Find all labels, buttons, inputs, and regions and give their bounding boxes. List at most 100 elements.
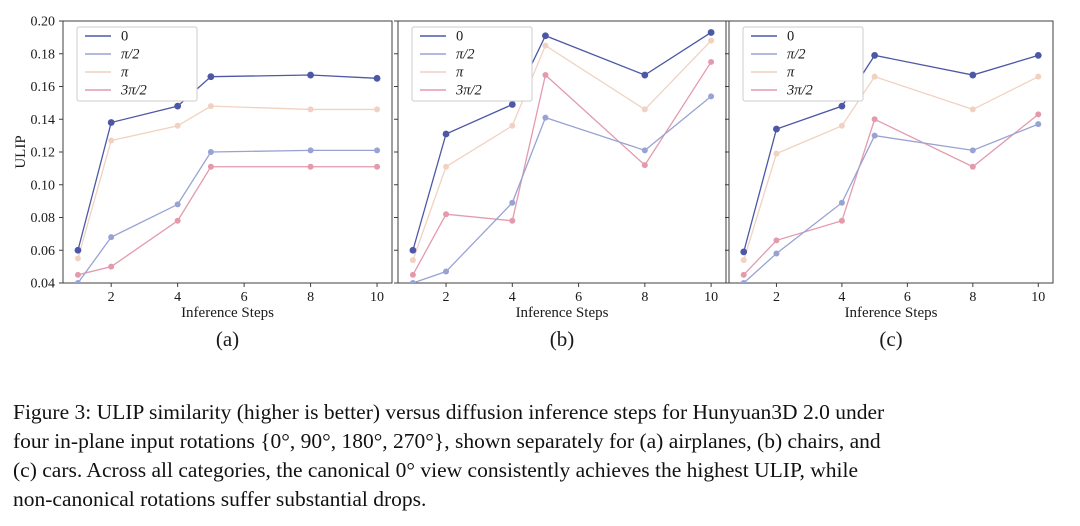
x-tick-label: 2 xyxy=(108,290,115,305)
x-tick-label: 10 xyxy=(1031,290,1045,305)
data-point-marker xyxy=(174,102,182,110)
x-axis-label: Inference Steps xyxy=(181,305,274,321)
data-point-marker xyxy=(443,211,450,218)
data-point-marker xyxy=(838,122,845,129)
panel-label: (b) xyxy=(550,327,575,351)
x-tick-label: 2 xyxy=(773,290,780,305)
data-point-marker xyxy=(542,42,549,49)
series-line-π xyxy=(77,105,378,259)
data-point-marker xyxy=(307,163,314,170)
legend-box xyxy=(76,26,198,102)
data-point-marker xyxy=(307,147,314,154)
data-point-marker xyxy=(174,122,181,129)
data-point-marker xyxy=(74,280,81,283)
y-tick-label: 0.12 xyxy=(31,146,56,161)
data-point-marker xyxy=(773,125,780,133)
y-tick-label: 0.14 xyxy=(31,113,56,128)
x-tick-label: 2 xyxy=(443,290,450,305)
legend-label: π/2 xyxy=(456,47,475,63)
data-point-marker xyxy=(207,73,215,81)
data-point-marker xyxy=(641,147,648,154)
data-point-marker xyxy=(773,237,780,244)
data-point-marker xyxy=(740,280,747,283)
data-point-marker xyxy=(442,130,450,138)
x-axis-label: Inference Steps xyxy=(516,305,609,321)
data-point-marker xyxy=(374,163,381,170)
legend-label: 3π/2 xyxy=(455,83,482,99)
data-point-marker xyxy=(207,103,214,110)
data-point-marker xyxy=(207,149,214,155)
legend-label: π/2 xyxy=(787,47,806,63)
y-tick-label: 0.10 xyxy=(31,178,56,193)
data-point-marker xyxy=(542,32,549,40)
data-point-marker xyxy=(969,147,976,154)
data-point-marker xyxy=(1035,111,1042,118)
data-point-marker xyxy=(108,263,115,270)
series-line-π/2 xyxy=(77,149,378,283)
data-point-marker xyxy=(871,116,878,123)
data-point-marker xyxy=(641,106,648,113)
x-tick-label: 6 xyxy=(904,290,911,305)
panel-label: (c) xyxy=(879,327,902,351)
x-tick-label: 8 xyxy=(641,290,648,305)
data-point-marker xyxy=(174,201,181,208)
legend-label: π xyxy=(787,65,795,81)
x-tick-label: 10 xyxy=(704,290,718,305)
data-point-marker xyxy=(108,234,115,241)
chart-panel-cars: 2 4 6 8 10 Inference Steps (c) 0 π/2 π 3π/2 xyxy=(725,20,1054,351)
y-tick-label: 0.06 xyxy=(31,244,56,259)
data-point-marker xyxy=(74,246,82,254)
data-point-marker xyxy=(740,271,747,278)
data-point-marker xyxy=(1035,73,1042,80)
series-line-π/2 xyxy=(412,95,712,283)
data-point-marker xyxy=(708,58,715,65)
data-point-marker xyxy=(443,163,450,170)
y-tick-label: 0.04 xyxy=(31,277,56,292)
data-point-marker xyxy=(838,102,846,110)
data-point-marker xyxy=(374,106,381,113)
data-point-marker xyxy=(1035,121,1042,128)
y-tick-label: 0.16 xyxy=(31,80,56,95)
legend-label: π xyxy=(456,65,464,81)
data-point-marker xyxy=(871,51,879,59)
data-point-marker xyxy=(871,73,878,80)
legend-label: 3π/2 xyxy=(120,83,147,99)
x-tick-label: 6 xyxy=(575,290,582,305)
data-point-marker xyxy=(871,132,878,139)
caption-line-4: non-canonical rotations suffer substanti… xyxy=(13,487,427,511)
legend-box xyxy=(742,26,864,102)
data-point-marker xyxy=(542,114,549,121)
legend-box xyxy=(411,26,533,102)
data-point-marker xyxy=(740,248,748,256)
data-point-marker xyxy=(1034,51,1042,59)
series-line-π xyxy=(743,75,1039,261)
data-point-marker xyxy=(174,217,181,224)
y-axis-label: ULIP xyxy=(13,135,29,168)
legend-label: π xyxy=(121,65,129,81)
legend-label: 3π/2 xyxy=(786,83,813,99)
x-tick-label: 4 xyxy=(509,290,516,305)
data-point-marker xyxy=(374,147,381,154)
legend-label: 0 xyxy=(787,29,794,45)
x-tick-label: 4 xyxy=(838,290,845,305)
x-tick-label: 6 xyxy=(241,290,248,305)
x-tick-label: 8 xyxy=(307,290,314,305)
data-point-marker xyxy=(969,71,977,79)
data-point-marker xyxy=(307,71,314,79)
data-point-marker xyxy=(707,29,715,36)
y-tick-label: 0.20 xyxy=(31,15,56,30)
data-point-marker xyxy=(509,217,516,224)
data-point-marker xyxy=(509,199,516,206)
data-point-marker xyxy=(969,163,976,170)
y-tick-label: 0.08 xyxy=(31,211,56,226)
data-point-marker xyxy=(409,271,416,278)
chart-panel-airplanes: 0.04 0.06 0.08 0.10 0.12 0.14 0.16 0.18 0.20 2 4 6 8… xyxy=(13,15,393,351)
data-point-marker xyxy=(307,106,314,113)
data-point-marker xyxy=(641,162,648,169)
data-point-marker xyxy=(838,199,845,206)
data-point-marker xyxy=(409,246,417,254)
y-tick-label: 0.18 xyxy=(31,47,56,62)
data-point-marker xyxy=(107,119,115,126)
data-point-marker xyxy=(969,106,976,113)
data-point-marker xyxy=(409,280,416,283)
